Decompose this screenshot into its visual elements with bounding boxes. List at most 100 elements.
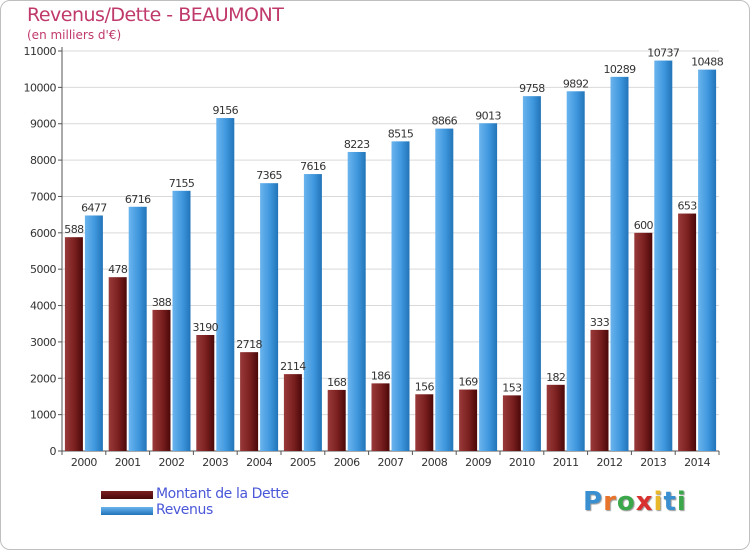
data-label-revenus: 8223 [344, 138, 370, 151]
data-label-revenus: 9758 [519, 82, 545, 95]
data-label-revenus: 6477 [81, 201, 107, 214]
bar-revenus [698, 69, 717, 452]
data-label-dette: 169 [458, 376, 478, 389]
x-tick-label: 2008 [421, 456, 447, 469]
data-label-dette: 653 [677, 200, 697, 213]
data-label-revenus: 10289 [604, 63, 637, 76]
x-tick-label: 2007 [378, 456, 404, 469]
bar-revenus [84, 215, 103, 451]
bar-revenus [566, 91, 585, 452]
data-label-revenus: 6716 [125, 193, 151, 206]
x-tick-label: 2003 [202, 456, 228, 469]
data-label-revenus: 8866 [431, 115, 457, 128]
y-tick-label: 4000 [30, 300, 56, 313]
bar-dette [502, 395, 521, 451]
chart-subtitle: (en milliers d'€) [27, 28, 122, 42]
data-label-dette: 388 [152, 296, 172, 309]
bar-revenus [610, 76, 629, 451]
x-tick-label: 2005 [290, 456, 316, 469]
x-tick-label: 2001 [115, 456, 141, 469]
x-tick-label: 2006 [334, 456, 360, 469]
x-tick-label: 2009 [465, 456, 491, 469]
y-tick-label: 1000 [30, 409, 56, 422]
legend-label-revenus: Revenus [156, 502, 213, 518]
data-label-revenus: 9013 [475, 109, 501, 122]
data-label-revenus: 7155 [169, 177, 195, 190]
data-label-revenus: 7365 [256, 169, 282, 182]
data-label-dette: 588 [64, 223, 84, 236]
data-label-revenus: 9156 [212, 104, 238, 117]
bar-dette [590, 329, 609, 451]
bar-revenus [391, 141, 410, 451]
x-tick-label: 2002 [159, 456, 185, 469]
y-tick-label: 0 [50, 445, 57, 458]
data-label-revenus: 10737 [647, 47, 680, 60]
bar-revenus [479, 123, 498, 451]
bar-dette [240, 352, 259, 451]
x-tick-label: 2000 [71, 456, 97, 469]
x-tick-label: 2013 [640, 456, 666, 469]
bar-revenus [128, 206, 147, 451]
chart-title: Revenus/Dette - BEAUMONT [27, 4, 284, 26]
legend-label-dette: Montant de la Dette [156, 486, 289, 502]
data-label-dette: 168 [327, 376, 347, 389]
data-label-dette: 186 [371, 369, 391, 382]
x-tick-label: 2014 [684, 456, 710, 469]
data-label-dette: 333 [590, 316, 610, 329]
bar-dette [415, 394, 434, 451]
bar-revenus [216, 118, 235, 452]
bar-dette [64, 237, 83, 451]
data-label-dette: 600 [634, 219, 654, 232]
bar-dette [459, 389, 478, 451]
data-label-revenus: 10488 [691, 56, 724, 69]
proxiti-logo: Proxiti [583, 487, 687, 517]
y-tick-label: 2000 [30, 372, 56, 385]
y-tick-label: 7000 [30, 190, 56, 203]
legend-swatch-dette [101, 491, 153, 499]
bar-revenus [347, 151, 366, 451]
bar-revenus [260, 183, 279, 451]
logo-letter: t [663, 487, 677, 517]
y-tick-label: 5000 [30, 263, 56, 276]
logo-letter: P [583, 487, 604, 517]
x-tick-label: 2010 [509, 456, 535, 469]
data-label-dette: 2718 [236, 338, 262, 351]
logo-letter: x [635, 487, 654, 517]
bar-dette [327, 389, 346, 451]
bar-dette [283, 374, 302, 451]
data-label-revenus: 8515 [388, 127, 414, 140]
bar-revenus [172, 190, 191, 451]
bar-dette [678, 213, 697, 451]
data-label-dette: 2114 [280, 360, 306, 373]
bar-dette [152, 309, 171, 451]
data-label-dette: 182 [546, 371, 565, 384]
logo-letter: o [616, 487, 636, 517]
y-tick-label: 9000 [30, 118, 56, 131]
logo-letter: i [653, 487, 664, 517]
y-tick-label: 8000 [30, 154, 56, 167]
bar-revenus [435, 128, 454, 451]
bar-dette [108, 277, 127, 451]
logo-letter: r [603, 487, 617, 517]
bar-dette [634, 232, 653, 451]
bar-revenus [522, 96, 541, 451]
x-tick-label: 2012 [597, 456, 623, 469]
y-tick-label: 10000 [24, 81, 57, 94]
data-label-dette: 478 [108, 263, 128, 276]
logo-letter: i [676, 487, 687, 517]
y-tick-label: 3000 [30, 336, 56, 349]
data-label-dette: 153 [502, 381, 522, 394]
bar-dette [371, 383, 390, 451]
bar-dette [546, 384, 565, 451]
y-tick-label: 11000 [24, 45, 57, 58]
x-tick-label: 2011 [553, 456, 579, 469]
bar-revenus [654, 60, 673, 452]
bar-revenus [303, 174, 322, 451]
x-tick-label: 2004 [246, 456, 272, 469]
data-label-dette: 156 [415, 380, 435, 393]
legend-swatch-revenus [101, 507, 153, 515]
y-tick-label: 6000 [30, 227, 56, 240]
bar-dette [196, 335, 215, 451]
